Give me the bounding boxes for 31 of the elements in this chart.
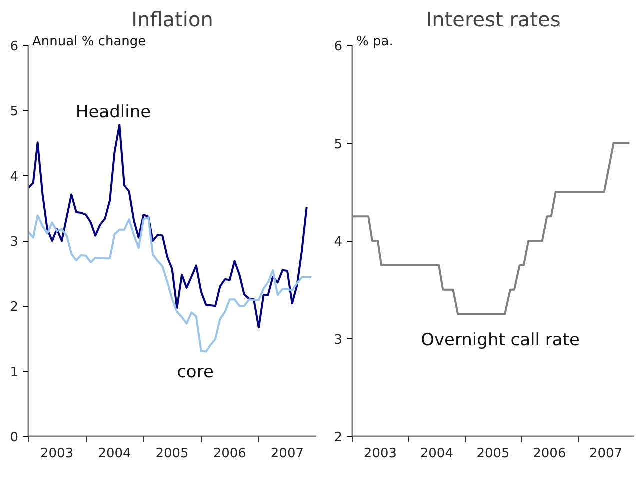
chart-title: Inflation — [132, 8, 214, 32]
series-label: Overnight call rate — [421, 330, 580, 350]
y-tick-label: 2 — [334, 430, 343, 446]
series-label: Headline — [76, 102, 152, 122]
x-tick-label: 2007 — [590, 446, 623, 462]
y-tick-label: 5 — [334, 137, 343, 152]
line-series — [28, 124, 308, 329]
y-tick-label: 1 — [10, 365, 19, 380]
y-tick-label: 0 — [10, 430, 19, 446]
y-tick-label: 2 — [10, 300, 19, 316]
x-tick-label: 2005 — [476, 446, 510, 462]
y-tick-label: 3 — [10, 235, 19, 250]
x-tick-label: 2004 — [420, 446, 454, 462]
y-tick-label: 4 — [10, 170, 19, 185]
x-tick-label: 2004 — [98, 446, 132, 462]
x-tick-label: 2003 — [364, 446, 398, 462]
line-series — [28, 214, 313, 353]
y-tick-label: 3 — [334, 332, 343, 348]
y-tick-label: 6 — [10, 40, 19, 54]
x-tick-label: 2003 — [40, 446, 74, 462]
y-axis-title: Annual % change — [32, 34, 146, 50]
x-tick-label: 2007 — [270, 446, 304, 462]
y-tick-label: 4 — [334, 235, 343, 250]
chart-title: Interest rates — [426, 8, 561, 32]
x-tick-label: 2006 — [213, 446, 246, 462]
y-axis-title: % pa. — [356, 34, 394, 50]
y-tick-label: 5 — [10, 104, 19, 120]
x-tick-label: 2005 — [156, 446, 189, 462]
x-tick-label: 2006 — [533, 446, 566, 462]
y-tick-label: 6 — [334, 40, 343, 54]
series-label: core — [177, 362, 214, 382]
